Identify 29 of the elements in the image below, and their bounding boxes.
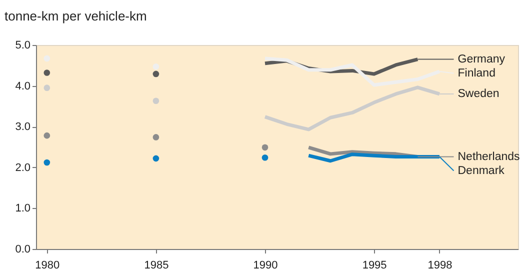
y-tick-label: 1.0	[15, 202, 30, 215]
point	[44, 55, 50, 62]
y-tick-label: 2.0	[15, 162, 30, 174]
point	[44, 84, 50, 91]
point	[152, 63, 160, 70]
legend-label: Germany	[458, 53, 506, 66]
y-axis-title: tonne-km per vehicle-km	[4, 8, 147, 24]
y-tick-label: 4.0	[15, 80, 30, 92]
y-tick-label: 0.0	[15, 244, 30, 256]
x-tick-label: 1998	[428, 260, 452, 272]
point	[152, 134, 160, 140]
legend-label: Sweden	[458, 88, 500, 100]
y-tick-label: 3.0	[15, 121, 30, 134]
x-tick-label: 1990	[253, 260, 278, 272]
legend-label: Finland	[458, 67, 496, 80]
point	[44, 159, 50, 166]
legend-label: Netherlands	[458, 150, 520, 163]
series-label: Denmark	[458, 164, 505, 177]
point	[152, 155, 160, 162]
y-tick-label: 5.0	[15, 40, 30, 52]
point	[44, 70, 50, 76]
x-tick-label: 1980	[35, 260, 60, 272]
point	[152, 98, 160, 104]
point	[44, 132, 50, 139]
point	[152, 70, 160, 78]
x-tick-label: 1995	[362, 260, 387, 272]
x-tick-label: 1985	[144, 260, 169, 272]
point	[262, 154, 268, 161]
point	[262, 144, 268, 151]
